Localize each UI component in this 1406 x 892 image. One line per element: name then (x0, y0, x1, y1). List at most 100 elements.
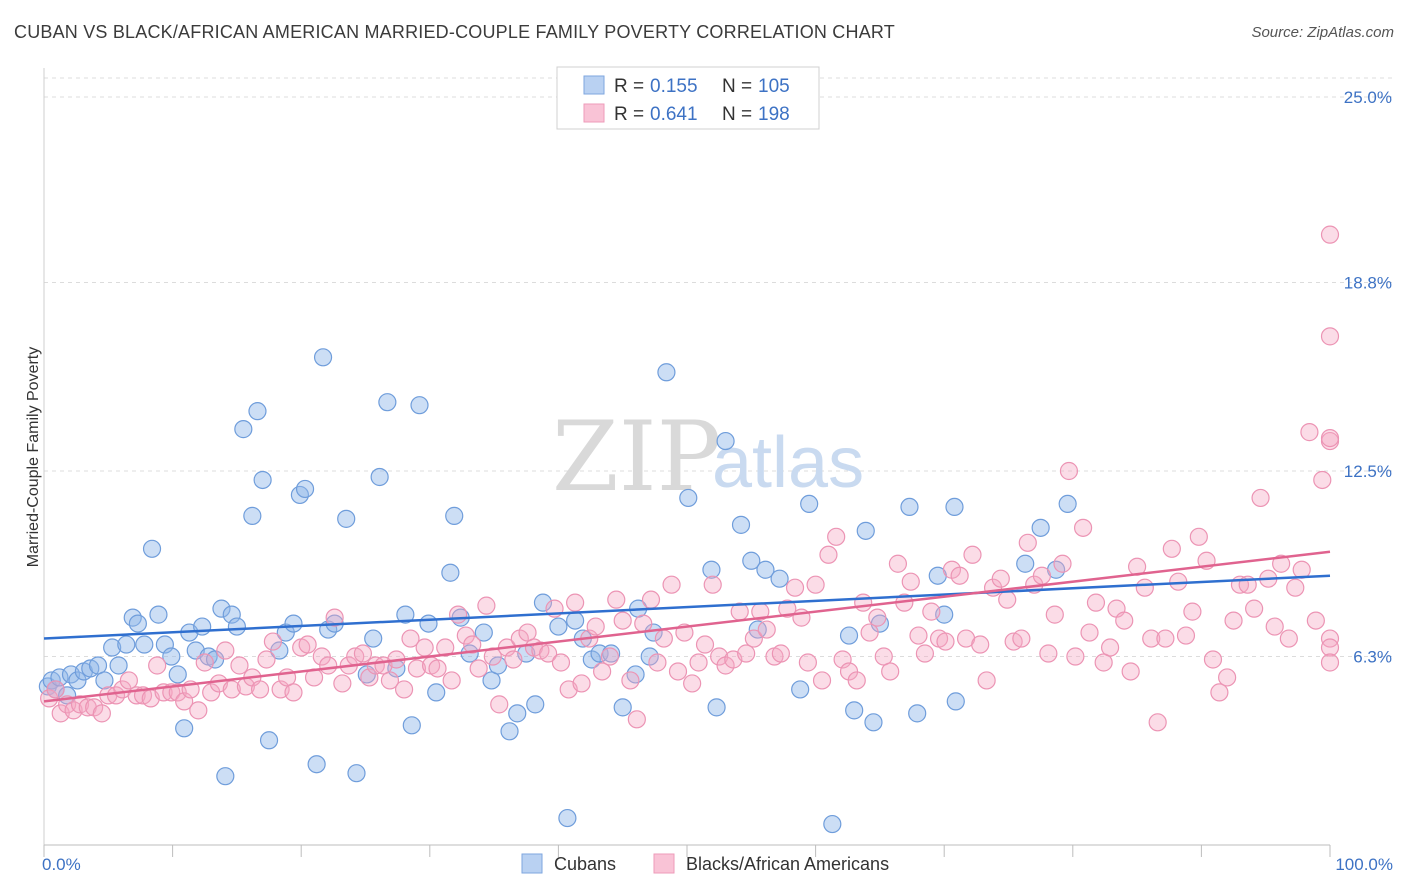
blacks-point (977, 671, 996, 690)
blacks-point (1183, 602, 1202, 621)
blacks-point (778, 599, 797, 618)
blacks-point (1135, 578, 1154, 597)
cubans-point (205, 650, 225, 669)
legend: R = 0.155 N = 105 R = 0.641 N = 198 (556, 66, 820, 130)
cubans-point (88, 656, 108, 675)
blacks-point (230, 656, 249, 675)
cubans-point (1031, 518, 1050, 537)
blacks-point (222, 680, 241, 699)
cubans-point (566, 611, 585, 630)
watermark-zip: ZIP (552, 401, 721, 513)
y-tick-labels: 6.3% 12.5% 18.8% 25.0% (1344, 88, 1392, 667)
cubans-point (337, 509, 356, 528)
blacks-point (189, 701, 208, 720)
y-tick-label: 18.8% (1344, 274, 1392, 293)
blacks-point (353, 644, 373, 663)
blacks-point (922, 602, 941, 621)
blacks-point (991, 569, 1010, 588)
blacks-point (1032, 566, 1052, 585)
cubans-point (222, 605, 241, 624)
cubans-point (657, 363, 676, 382)
blacks-point (874, 647, 893, 666)
blacks-point (812, 671, 832, 690)
watermark: ZIP atlas (552, 401, 864, 513)
blacks-point (593, 662, 612, 681)
blacks-point (1100, 638, 1120, 657)
blacks-point (572, 674, 591, 693)
blacks-point (263, 632, 283, 651)
blacks-point (909, 626, 928, 645)
blacks-point (312, 647, 331, 666)
cubans-point (123, 608, 142, 627)
blacks-point (448, 605, 468, 624)
blacks-point (1176, 626, 1196, 645)
legend-r-value: 0.641 (650, 104, 698, 125)
cubans-point (533, 593, 553, 612)
blacks-point (1320, 428, 1340, 448)
blacks-point (1245, 599, 1264, 618)
blacks-point (119, 671, 138, 690)
blacks-point (442, 671, 461, 690)
blacks-point (394, 680, 414, 699)
cubans-point (212, 599, 231, 618)
blacks-point (1251, 488, 1270, 508)
blacks-point (1080, 623, 1099, 642)
blacks-point (1218, 668, 1237, 687)
cubans-point (142, 539, 162, 558)
blacks-point (566, 593, 585, 612)
cubans-point (558, 808, 577, 828)
blacks-point (1148, 713, 1167, 732)
cubans-point (347, 764, 366, 783)
blacks-point (463, 635, 482, 654)
blacks-point (1121, 662, 1140, 681)
blacks-point (380, 671, 400, 690)
blacks-point (1162, 539, 1181, 558)
blacks-point (634, 614, 653, 633)
blacks-point (1313, 470, 1332, 490)
blacks-point (648, 653, 667, 672)
cubans-point (168, 665, 187, 684)
source-label: Source: ZipAtlas.com (1251, 24, 1394, 41)
blacks-point (607, 590, 626, 609)
cubans-point (162, 647, 181, 666)
blacks-point (1320, 225, 1340, 244)
blacks-point (695, 635, 715, 654)
blacks-point (250, 680, 270, 699)
cubans-point (626, 665, 645, 684)
blacks-point (477, 596, 496, 615)
blacks-point (1059, 461, 1079, 481)
blacks-point (1073, 518, 1093, 537)
cubans-point (402, 716, 421, 735)
blacks-point (46, 680, 65, 699)
blacks-point (854, 593, 873, 612)
blacks-point (401, 629, 420, 648)
blacks-point (963, 545, 982, 564)
cubans-point (95, 671, 114, 690)
blacks-point (737, 644, 756, 663)
blacks-point (551, 653, 571, 672)
cubans-point (800, 494, 819, 514)
cubans-point (526, 695, 545, 714)
cubans-point (243, 506, 262, 525)
blacks-point (539, 644, 558, 663)
blacks-point (92, 704, 111, 723)
cubans-point (441, 563, 460, 582)
blacks-point (298, 635, 317, 654)
blacks-point (668, 662, 688, 681)
blacks-point (819, 545, 838, 564)
cubans-point (474, 623, 493, 642)
blacks-point (1320, 653, 1340, 672)
blacks-point (325, 608, 344, 627)
blacks-point (319, 656, 338, 675)
blacks-point (683, 674, 702, 693)
cubans-point (68, 671, 87, 690)
legend-swatch-blacks (583, 103, 605, 123)
cubans-point (103, 638, 122, 657)
blacks-point (1265, 617, 1284, 636)
cubans-point (549, 617, 568, 636)
series-blacks-points (40, 225, 1340, 732)
blacks-point (1045, 605, 1064, 624)
cubans-point (613, 698, 632, 717)
cubans-point (482, 671, 501, 690)
cubans-point (1058, 494, 1077, 514)
